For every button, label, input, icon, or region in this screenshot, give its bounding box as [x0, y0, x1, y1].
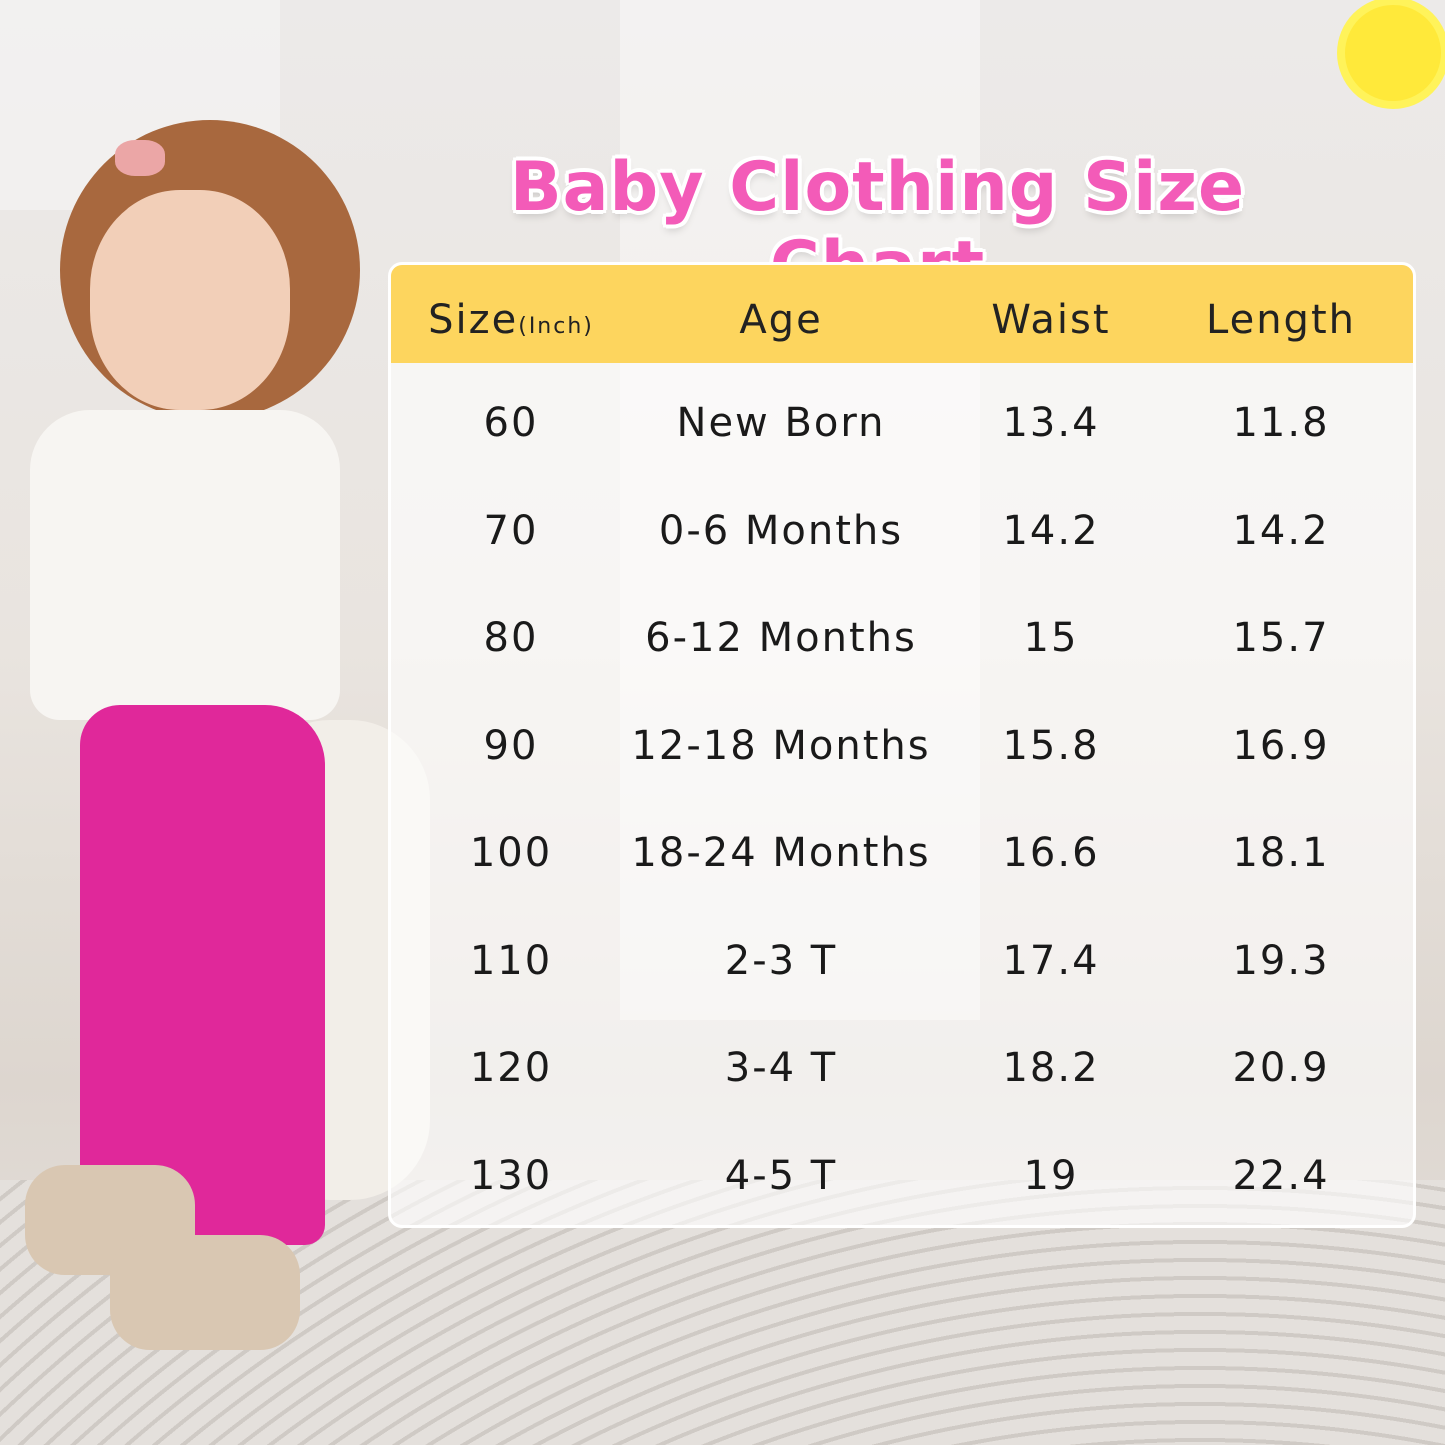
table-cell: 120 [469, 1045, 553, 1091]
girl-leggings [80, 705, 325, 1245]
header-unit: (Inch) [518, 314, 594, 339]
table-cell: 4-5 T [724, 1152, 838, 1199]
table-cell: 18.2 [1002, 1045, 1100, 1091]
table-cell: 90 [483, 722, 539, 769]
table-cell: 130 [469, 1152, 553, 1199]
table-cell: 60 [483, 400, 539, 446]
column-header: Length [1206, 297, 1356, 343]
table-cell: 0-6 Months [658, 507, 904, 554]
table-cell: 19 [1023, 1152, 1079, 1199]
sun-icon [1345, 5, 1441, 101]
table-cell: 14.2 [1232, 507, 1330, 554]
table-cell: 100 [469, 830, 553, 876]
table-cell: 6-12 Months [645, 615, 917, 661]
table-cell: 15.8 [1002, 722, 1100, 769]
column-header: Size(Inch) [428, 297, 594, 343]
table-cell: 20.9 [1232, 1045, 1330, 1091]
table-cell: 3-4 T [724, 1045, 838, 1091]
header-label: Age [739, 297, 823, 343]
header-label: Waist [991, 297, 1111, 343]
table-cell: 13.4 [1002, 400, 1100, 446]
column-header: Waist [991, 297, 1110, 343]
table-cell: 15 [1023, 615, 1079, 661]
table-cell: 15.7 [1232, 615, 1330, 661]
size-chart-table: Size(Inch) Age Waist Length 60 New Born 13.4 11… [388, 262, 1416, 1228]
shoe-right [110, 1235, 300, 1350]
header-label: Length [1206, 297, 1356, 343]
column-header: Age [739, 297, 822, 343]
table-cell: 80 [483, 615, 539, 661]
girl-top [30, 410, 340, 720]
table-cell: 14.2 [1002, 507, 1100, 554]
table-header [391, 265, 1413, 363]
table-cell: 22.4 [1232, 1152, 1330, 1199]
table-cell: 2-3 T [724, 937, 838, 984]
table-cell: 16.6 [1002, 830, 1100, 876]
table-cell: 18-24 Months [631, 830, 931, 876]
hair-bow [115, 140, 165, 176]
table-cell: 12-18 Months [631, 722, 931, 769]
table-cell: 17.4 [1002, 937, 1100, 984]
header-label: Size [428, 297, 519, 343]
table-cell: New Born [676, 400, 886, 446]
table-cell: 110 [469, 937, 553, 984]
table-cell: 18.1 [1232, 830, 1330, 876]
girl-face [90, 190, 290, 410]
table-cell: 11.8 [1232, 400, 1330, 446]
table-cell: 16.9 [1232, 722, 1330, 769]
table-cell: 19.3 [1232, 937, 1330, 984]
table-cell: 70 [483, 507, 539, 554]
